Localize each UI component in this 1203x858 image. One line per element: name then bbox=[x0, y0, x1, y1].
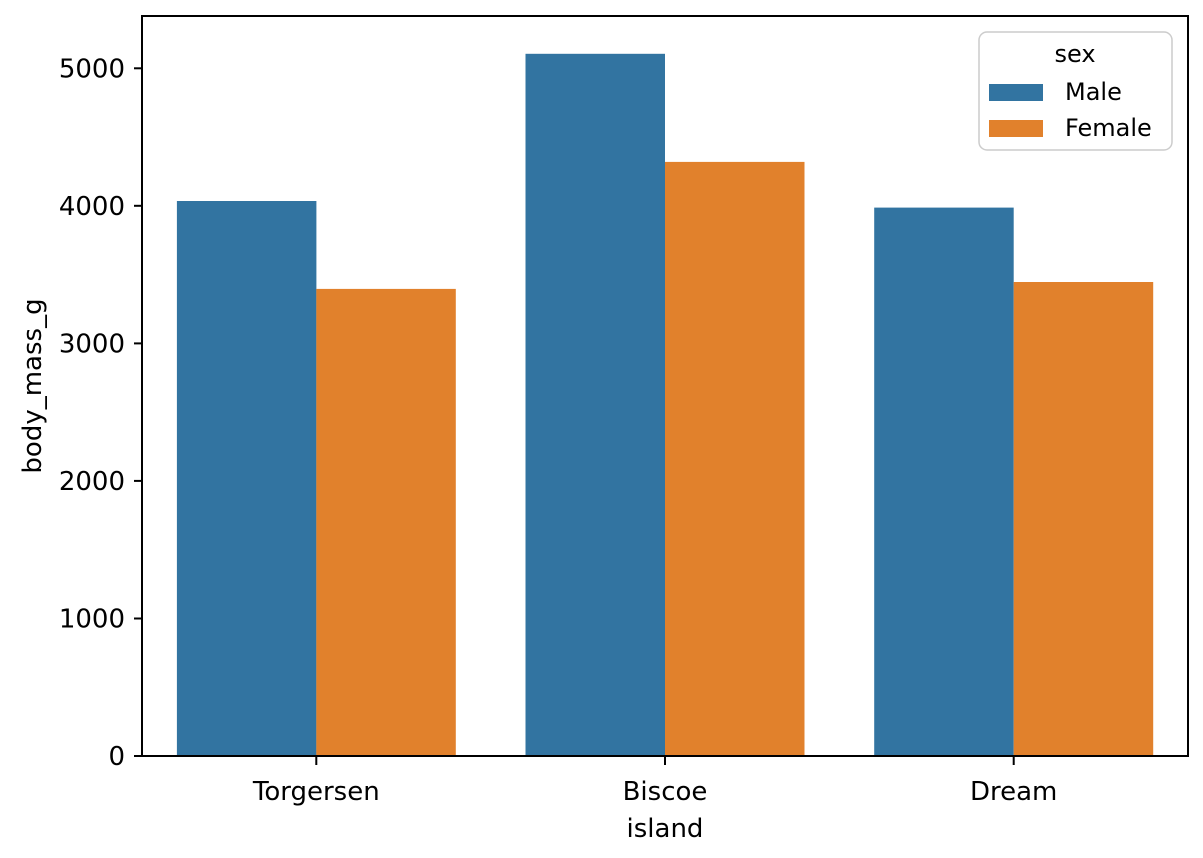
bar-biscoe-male bbox=[525, 53, 665, 757]
legend-title: sex bbox=[1054, 40, 1095, 68]
x-tick-label-torgersen: Torgersen bbox=[252, 777, 380, 807]
legend-label-male: Male bbox=[1065, 78, 1122, 106]
y-tick-label: 1000 bbox=[59, 605, 125, 635]
legend-swatch-female bbox=[989, 120, 1043, 137]
y-tick-label: 4000 bbox=[59, 192, 125, 222]
bar-dream-female bbox=[1013, 282, 1154, 756]
y-axis-label: body_mass_g bbox=[18, 298, 48, 473]
y-axis: 0 1000 2000 3000 4000 5000 bbox=[59, 54, 142, 772]
bar-biscoe-female bbox=[665, 161, 805, 756]
y-tick-label: 5000 bbox=[59, 54, 125, 84]
bar-torgersen-male bbox=[176, 201, 317, 756]
x-tick-label-biscoe: Biscoe bbox=[623, 777, 708, 807]
bars-group bbox=[176, 53, 1154, 757]
bar-dream-male bbox=[874, 207, 1014, 757]
legend-swatch-male bbox=[989, 84, 1043, 101]
x-axis: Torgersen Biscoe Dream bbox=[252, 756, 1057, 807]
legend-items: Male Female bbox=[989, 78, 1152, 142]
x-tick-label-dream: Dream bbox=[970, 777, 1057, 807]
y-tick-label: 0 bbox=[108, 742, 125, 772]
y-tick-label: 3000 bbox=[59, 329, 125, 359]
legend: sex Male Female bbox=[978, 31, 1173, 151]
y-tick-label: 2000 bbox=[59, 467, 125, 497]
bar-torgersen-female bbox=[316, 288, 456, 756]
x-axis-label: island bbox=[627, 814, 704, 844]
legend-label-female: Female bbox=[1065, 114, 1152, 142]
